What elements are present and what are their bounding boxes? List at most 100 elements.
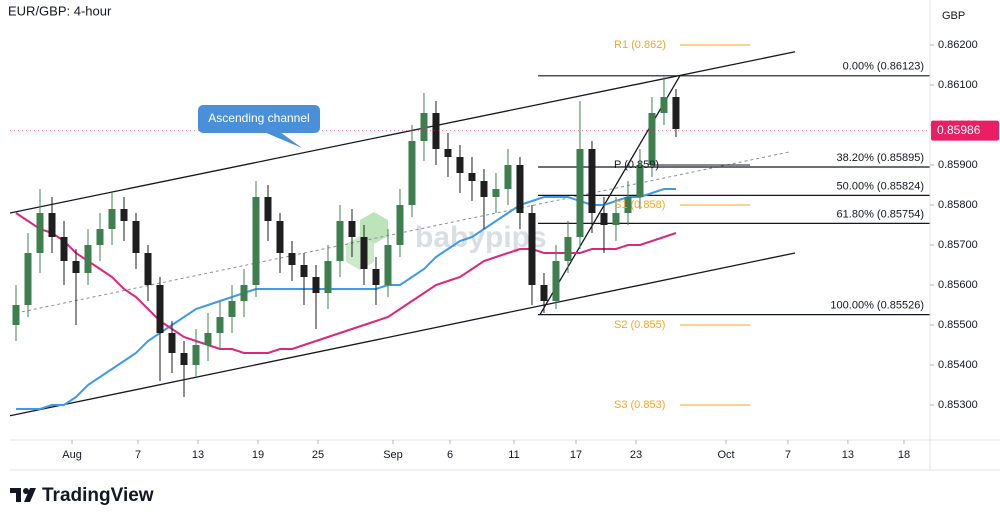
x-tick-label: 13 bbox=[842, 449, 854, 461]
pivot-label: S1 (0.858) bbox=[614, 199, 665, 211]
logo-mark bbox=[10, 488, 36, 502]
y-tick-label: 0.86100 bbox=[938, 79, 978, 91]
x-tick-label: 6 bbox=[447, 449, 453, 461]
candle-body bbox=[468, 173, 476, 181]
y-tick-label: 0.86200 bbox=[938, 39, 978, 51]
callout: Ascending channel bbox=[198, 105, 320, 148]
candle-body bbox=[168, 333, 176, 353]
candle-body bbox=[36, 213, 44, 253]
candle-body bbox=[336, 221, 344, 261]
x-tick-label: 23 bbox=[630, 449, 642, 461]
candle-body bbox=[228, 301, 236, 317]
callout-box bbox=[198, 105, 320, 133]
candle-body bbox=[120, 209, 128, 221]
candle-body bbox=[600, 213, 608, 225]
footer-logo: TradingView bbox=[10, 485, 154, 506]
last-price-box bbox=[931, 120, 999, 141]
callout-text: Ascending channel bbox=[208, 111, 309, 125]
moving-average bbox=[16, 188, 676, 410]
candle-body bbox=[180, 353, 188, 365]
candle-body bbox=[60, 237, 68, 261]
candle-body bbox=[156, 285, 164, 333]
y-axis-label: GBP bbox=[942, 10, 965, 22]
y-tick-label: 0.85600 bbox=[938, 279, 978, 291]
candle-body bbox=[408, 141, 416, 205]
candle-body bbox=[24, 253, 32, 305]
x-tick-label: 25 bbox=[312, 449, 324, 461]
candle-body bbox=[360, 237, 368, 269]
y-tick-label: 0.85800 bbox=[938, 199, 978, 211]
candle-body bbox=[396, 205, 404, 245]
x-tick-label: Sep bbox=[383, 449, 403, 461]
candle-body bbox=[348, 221, 356, 237]
candle-body bbox=[420, 113, 428, 141]
candle-body bbox=[528, 213, 536, 285]
fib-label: 50.00% (0.85824) bbox=[837, 180, 924, 192]
candle-body bbox=[444, 149, 452, 157]
candle-body bbox=[144, 253, 152, 285]
x-tick-label: 17 bbox=[570, 449, 582, 461]
candle-body bbox=[96, 229, 104, 245]
candle-body bbox=[132, 221, 140, 253]
candle-body bbox=[660, 97, 668, 113]
candle-body bbox=[648, 113, 656, 165]
x-tick-label: Aug bbox=[62, 449, 82, 461]
x-tick-label: 7 bbox=[785, 449, 791, 461]
candle-body bbox=[264, 197, 272, 221]
candle-body bbox=[624, 197, 632, 213]
plot-area bbox=[10, 44, 930, 417]
callout-pointer bbox=[264, 132, 302, 148]
pivot-label: P (0.859) bbox=[614, 159, 659, 171]
candle-body bbox=[312, 277, 320, 293]
y-tick-label: 0.85700 bbox=[938, 239, 978, 251]
candle-body bbox=[240, 285, 248, 301]
candle-body bbox=[288, 253, 296, 265]
candle-body bbox=[576, 149, 584, 237]
pivot-label: S2 (0.855) bbox=[614, 319, 665, 331]
watermark-logo bbox=[360, 212, 388, 244]
candle-body bbox=[48, 213, 56, 237]
candle-body bbox=[552, 261, 560, 301]
x-tick-label: 11 bbox=[508, 449, 519, 461]
fib-label: 38.20% (0.85895) bbox=[837, 152, 924, 164]
pivot-label: S3 (0.853) bbox=[614, 399, 665, 411]
candle-body bbox=[276, 221, 284, 253]
candle-body bbox=[324, 261, 332, 293]
x-tick-label: 13 bbox=[192, 449, 204, 461]
candle-body bbox=[456, 157, 464, 173]
candle-body bbox=[612, 213, 620, 225]
candle-body bbox=[384, 245, 392, 285]
candle-body bbox=[432, 113, 440, 149]
fib-label: 0.00% (0.86123) bbox=[843, 61, 924, 73]
candle-body bbox=[540, 285, 548, 301]
candle-body bbox=[516, 165, 524, 213]
candle-body bbox=[492, 189, 500, 197]
candle-body bbox=[564, 237, 572, 261]
candle-body bbox=[84, 245, 92, 273]
pivot-label: R1 (0.862) bbox=[614, 39, 666, 51]
x-tick-label: 7 bbox=[135, 449, 141, 461]
candle-body bbox=[204, 333, 212, 345]
fib-label: 100.00% (0.85526) bbox=[830, 300, 924, 312]
y-tick-label: 0.85900 bbox=[938, 159, 978, 171]
y-tick-label: 0.85300 bbox=[938, 399, 978, 411]
candle-body bbox=[504, 165, 512, 189]
fib-label: 61.80% (0.85754) bbox=[837, 208, 924, 220]
last-price-label: 0.85986 bbox=[937, 123, 981, 137]
candle-body bbox=[216, 317, 224, 333]
candle-body bbox=[192, 345, 200, 365]
logo-dot bbox=[23, 488, 29, 494]
candle-body bbox=[300, 265, 308, 277]
candle-body bbox=[12, 305, 20, 325]
footer-text: TradingView bbox=[42, 485, 154, 506]
candle-body bbox=[672, 97, 680, 129]
candle-body bbox=[480, 181, 488, 197]
candle-body bbox=[108, 209, 116, 229]
y-tick-label: 0.85500 bbox=[938, 319, 978, 331]
trendline bbox=[21, 151, 791, 313]
chart-title: EUR/GBP: 4-hour bbox=[8, 3, 112, 18]
x-tick-label: 18 bbox=[898, 449, 910, 461]
x-tick-label: 19 bbox=[252, 449, 264, 461]
